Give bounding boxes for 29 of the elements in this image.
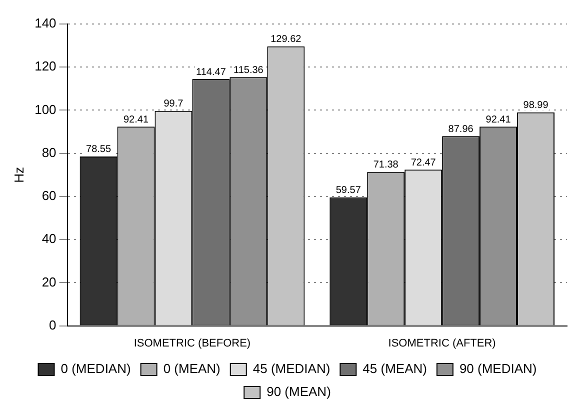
y-tick-label: 40 bbox=[42, 231, 56, 246]
legend-label: 90 (MEDIAN) bbox=[459, 361, 537, 376]
y-tick-label: 60 bbox=[42, 188, 56, 204]
data-label: 115.36 bbox=[234, 64, 264, 76]
y-tick-label: 140 bbox=[34, 16, 56, 31]
data-label: 92.41 bbox=[486, 114, 512, 126]
x-tick-label: ISOMETRIC (BEFORE) bbox=[134, 337, 251, 350]
data-label: 129.62 bbox=[270, 34, 302, 46]
data-label: 87.96 bbox=[448, 124, 474, 135]
x-tick-label: ISOMETRIC (AFTER) bbox=[388, 337, 496, 350]
data-label: 98.99 bbox=[523, 100, 549, 112]
y-axis-title: Hz bbox=[11, 166, 26, 183]
data-label: 59.57 bbox=[336, 185, 362, 196]
data-label: 71.38 bbox=[373, 160, 399, 171]
legend-label: 0 (MEAN) bbox=[163, 361, 220, 376]
y-tick-label: 0 bbox=[49, 317, 56, 332]
y-tick-label: 20 bbox=[42, 274, 56, 290]
y-tick-label: 80 bbox=[42, 144, 56, 160]
legend-label: 45 (MEAN) bbox=[362, 361, 427, 376]
data-label: 114.47 bbox=[196, 66, 226, 78]
legend-label: 90 (MEAN) bbox=[266, 384, 331, 400]
data-label: 72.47 bbox=[410, 157, 436, 168]
data-label: 92.41 bbox=[123, 114, 149, 126]
data-label: 78.55 bbox=[86, 144, 112, 156]
legend-label: 0 (MEDIAN) bbox=[60, 361, 131, 376]
data-label: 99.7 bbox=[164, 98, 184, 110]
y-tick-label: 120 bbox=[34, 58, 56, 74]
legend-label: 45 (MEDIAN) bbox=[252, 361, 330, 376]
y-tick-label: 100 bbox=[34, 102, 56, 117]
